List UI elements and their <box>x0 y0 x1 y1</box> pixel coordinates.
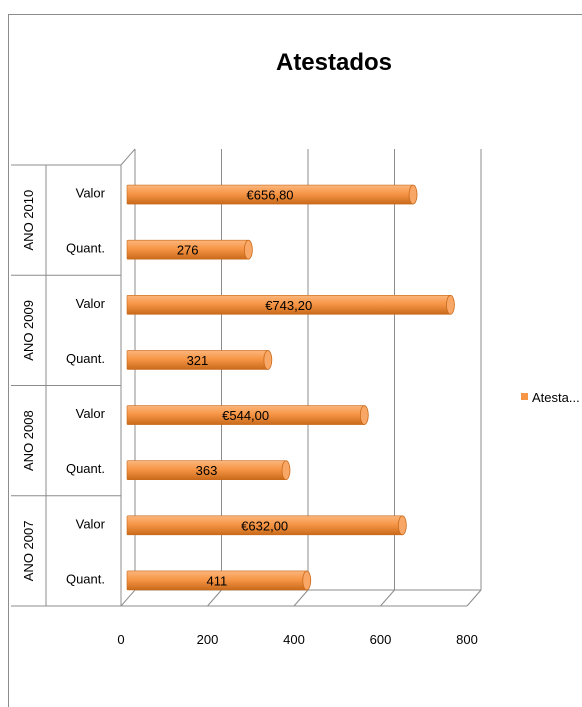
floor-gridline <box>293 589 309 607</box>
chart-frame <box>8 14 582 707</box>
floor-gridline <box>380 589 395 607</box>
bar-cap <box>263 350 273 370</box>
plot-area: 0 200 400 600 800 ANO 2010 Valor €656,80 Quant. 2… <box>11 148 482 647</box>
data-label: €743,20 <box>265 298 312 313</box>
category-label: Quant. <box>66 241 105 256</box>
data-label: €544,00 <box>222 408 269 423</box>
bar-cap <box>243 239 253 260</box>
category-label: Quant. <box>66 461 105 476</box>
side-wall-top <box>120 148 136 166</box>
category-label: Valor <box>76 186 106 201</box>
data-label: 321 <box>187 353 209 368</box>
floor-gridline <box>466 589 482 607</box>
x-tick-label: 600 <box>370 632 392 647</box>
group-label: ANO 2009 <box>21 300 36 361</box>
floor-gridline <box>120 589 136 607</box>
category-label: Valor <box>76 516 106 531</box>
category-label: Valor <box>76 406 106 421</box>
bar-cap <box>408 184 418 205</box>
group-label: ANO 2010 <box>21 190 36 251</box>
data-label: €656,80 <box>247 188 294 203</box>
bar-cap <box>281 460 291 481</box>
x-tick-label: 0 <box>117 632 124 647</box>
legend-label: Atesta... <box>532 390 580 405</box>
category-label: Quant. <box>66 571 105 586</box>
x-tick-label: 800 <box>456 632 478 647</box>
bar-cap <box>359 405 369 425</box>
category-label: Valor <box>76 296 106 311</box>
data-label: 276 <box>177 243 199 258</box>
x-tick-label: 400 <box>283 632 305 647</box>
bar-cap <box>302 570 312 591</box>
chart-title: Atestados <box>276 49 392 76</box>
data-label: 411 <box>207 573 228 588</box>
floor-gridline <box>207 589 222 607</box>
data-label: €632,00 <box>241 518 288 533</box>
data-label: 363 <box>196 463 218 478</box>
legend-swatch <box>521 393 528 400</box>
category-label: Quant. <box>66 351 105 366</box>
x-tick-label: 200 <box>197 632 219 647</box>
bar-cap <box>397 515 407 536</box>
group-label: ANO 2008 <box>21 410 36 471</box>
bar-cap <box>446 294 455 315</box>
legend: Atesta... <box>521 390 580 405</box>
group-label: ANO 2007 <box>21 521 36 582</box>
